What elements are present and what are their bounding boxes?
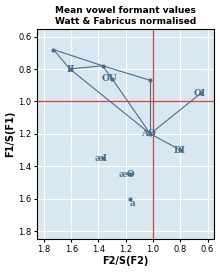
- Text: OU: OU: [102, 74, 117, 83]
- Text: DI: DI: [174, 146, 186, 154]
- Text: æO: æO: [119, 170, 135, 179]
- Y-axis label: F1/S(F1): F1/S(F1): [6, 111, 16, 157]
- Text: a: a: [130, 199, 135, 208]
- Text: æI: æI: [95, 154, 108, 163]
- Text: OI: OI: [194, 89, 206, 98]
- Text: AO: AO: [141, 129, 156, 138]
- X-axis label: F2/S(F2): F2/S(F2): [103, 256, 149, 267]
- Text: II: II: [67, 64, 75, 73]
- Title: Mean vowel formant values
Watt & Fabricus normalised: Mean vowel formant values Watt & Fabricu…: [55, 5, 196, 26]
